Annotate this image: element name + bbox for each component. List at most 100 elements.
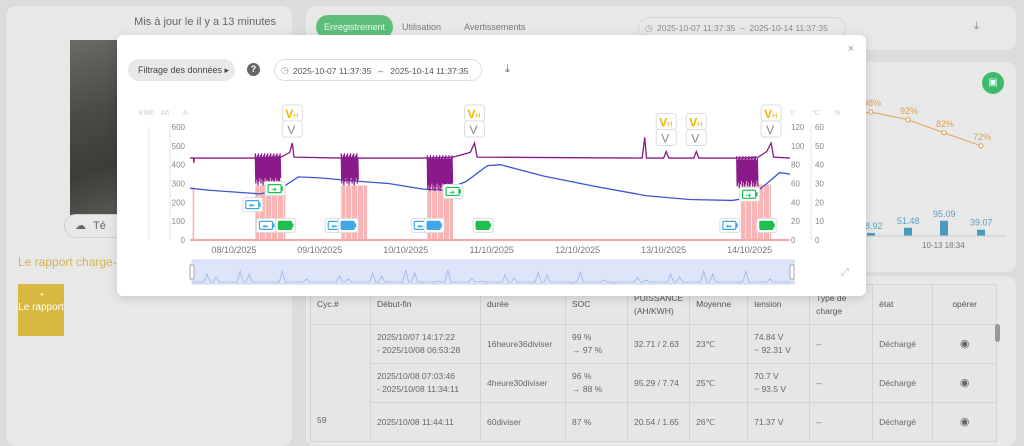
view-button[interactable]: ◉ bbox=[932, 363, 998, 403]
zoom-slider-track bbox=[191, 259, 795, 285]
temp-cell: 25℃ bbox=[689, 363, 749, 403]
right-unit-label: ℃ bbox=[812, 110, 820, 117]
vh-marker: V HV bbox=[281, 104, 303, 138]
battery-arrow: ⬅ bbox=[249, 203, 255, 210]
eye-icon: ◉ bbox=[959, 415, 970, 428]
soc-from: 96 % bbox=[572, 371, 592, 381]
download-icon[interactable]: ⤓ bbox=[505, 63, 510, 75]
usage-bar-label: 51.48 bbox=[897, 216, 920, 226]
x-tick-label: 09/10/2025 bbox=[297, 245, 342, 255]
help-icon[interactable]: ? bbox=[247, 63, 260, 76]
full-battery-icon bbox=[472, 217, 494, 233]
eye-icon: ◉ bbox=[959, 376, 970, 389]
battery-body bbox=[759, 220, 774, 230]
left-tick-label: 600 bbox=[172, 123, 186, 132]
full-battery-icon bbox=[756, 217, 778, 233]
table-row: 59 2025/10/07 14:17:22 - 2025/10/08 06:53:… bbox=[310, 324, 998, 442]
right-tick-label: 40 bbox=[815, 161, 824, 170]
vh-marker-label: H bbox=[697, 121, 702, 128]
battery-body bbox=[426, 220, 441, 230]
duration-cell: 16heure36diviser bbox=[480, 324, 566, 364]
battery-tip bbox=[772, 223, 775, 228]
data-filter-button[interactable]: Filtrage des données ▸ bbox=[128, 59, 235, 81]
cycles-table-card: Cyc.# Début-fin durée SOC PUISSANCE (AH/… bbox=[306, 276, 1016, 446]
upload-label: Té bbox=[93, 220, 106, 232]
voltage-min: 71.37 V bbox=[754, 416, 784, 427]
soc-point bbox=[978, 143, 984, 149]
upload-button[interactable]: ☁ Té bbox=[64, 214, 154, 238]
battery-arrow: ⬅ bbox=[726, 223, 732, 230]
voltage-oscillation bbox=[340, 153, 359, 186]
soc-cell: 96 % → 88 % bbox=[565, 363, 628, 403]
voltage-oscillation bbox=[736, 156, 759, 189]
right-tick-label: 40 bbox=[791, 198, 800, 207]
x-tick-label: 08/10/2025 bbox=[211, 245, 256, 255]
usage-bar bbox=[867, 232, 875, 236]
v-marker-box bbox=[655, 128, 677, 146]
temp-cell: 26℃ bbox=[689, 402, 749, 442]
battery-tip bbox=[755, 192, 758, 197]
charge-battery-icon: ➜ bbox=[442, 183, 464, 199]
date-separator: – bbox=[740, 23, 745, 33]
voltage-min: 70.7 V bbox=[754, 371, 779, 381]
tab-utilisation[interactable]: Utilisation bbox=[402, 22, 442, 32]
voltage-oscillation bbox=[426, 155, 454, 192]
power-cell: 20.54 / 1.65 bbox=[626, 402, 691, 442]
tab-avertissements[interactable]: Avertissements bbox=[464, 22, 526, 32]
state-cell: Déchargé bbox=[872, 324, 934, 364]
view-button[interactable]: ◉ bbox=[932, 402, 998, 442]
view-button[interactable]: ◉ bbox=[932, 324, 998, 364]
x-tick-label: 14/10/2025 bbox=[727, 245, 772, 255]
battery-arrow: ➜ bbox=[746, 192, 752, 199]
battery-arrow: ⬅ bbox=[263, 223, 269, 230]
vh-marker-label: V bbox=[689, 115, 697, 129]
cycle-number: 59 bbox=[310, 324, 371, 442]
report-button[interactable]: ◔ Le rapport bbox=[18, 284, 64, 336]
empty-battery-icon bbox=[423, 217, 445, 233]
right-tick-label: 120 bbox=[791, 123, 805, 132]
soc-label: 82% bbox=[936, 119, 954, 129]
download-icon[interactable]: ⤓ bbox=[974, 20, 979, 32]
temp-cell: 23℃ bbox=[689, 324, 749, 364]
battery-body bbox=[475, 220, 490, 230]
battery-tip bbox=[272, 223, 275, 228]
start-end-cell: 2025/10/07 14:17:22 - 2025/10/08 06:53:28 bbox=[370, 324, 481, 364]
vh-marker-label: H bbox=[293, 113, 298, 120]
power-cell: 95.29 / 7.74 bbox=[626, 363, 691, 403]
left-tick-label: 300 bbox=[172, 180, 186, 189]
battery-tip bbox=[281, 186, 284, 191]
cart-icon[interactable]: ▣ bbox=[982, 72, 1004, 94]
soc-label: 72% bbox=[973, 132, 991, 142]
right-tick-label: 30 bbox=[815, 180, 824, 189]
left-tick-label: 500 bbox=[172, 142, 186, 151]
duration-cell: 4heure30diviser bbox=[480, 363, 566, 403]
soc-from: 87 % bbox=[572, 416, 592, 427]
battery-tip bbox=[489, 223, 492, 228]
battery-tip bbox=[354, 223, 357, 228]
charge-battery-icon: ➜ bbox=[739, 186, 761, 202]
vh-marker-label: H bbox=[667, 121, 672, 128]
zoom-handle-left bbox=[189, 264, 195, 280]
usage-bar bbox=[940, 220, 948, 236]
table-scrollbar[interactable] bbox=[995, 324, 1000, 342]
voltage-cell: 71.37 V bbox=[747, 402, 811, 442]
full-battery-icon bbox=[274, 217, 296, 233]
vh-marker-label: V bbox=[659, 115, 667, 129]
start-end-cell: 2025/10/08 07:03:46 - 2025/10/08 11:34:11 bbox=[370, 363, 481, 403]
chart-modal: × Filtrage des données ▸ ? ◷ 2025-10-07 1… bbox=[117, 35, 866, 296]
left-unit-label: KWh bbox=[139, 110, 154, 117]
start-time: 2025/10/08 11:44:11 bbox=[377, 416, 454, 427]
modal-date-range-picker[interactable]: ◷ 2025-10-07 11:37:35 – 2025-10-14 11:37:… bbox=[274, 59, 482, 81]
voltage-cell: 70.7 V ~ 93.5 V bbox=[747, 363, 811, 403]
close-icon[interactable]: × bbox=[847, 43, 854, 55]
discharge-battery-icon: ⬅ bbox=[256, 217, 278, 233]
expand-icon[interactable]: ⤢ bbox=[841, 267, 849, 278]
battery-body bbox=[340, 220, 355, 230]
battery-arrow: ⬅ bbox=[331, 223, 337, 230]
battery-tip bbox=[258, 202, 261, 207]
right-tick-label: 50 bbox=[815, 142, 824, 151]
soc-to: → 97 % bbox=[572, 345, 603, 355]
zoom-handle-right bbox=[789, 264, 795, 280]
usage-bar bbox=[904, 227, 912, 236]
updated-text: Mis à jour le il y a 13 minutes bbox=[134, 16, 276, 28]
